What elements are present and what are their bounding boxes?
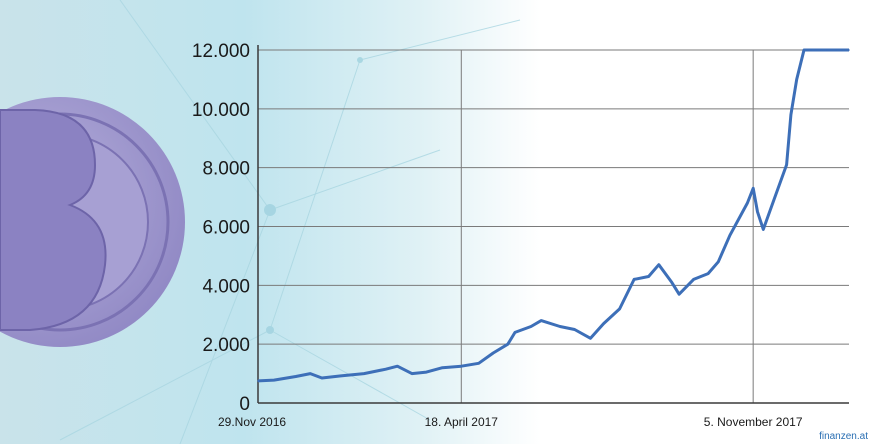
data-point [321,377,323,379]
data-point [848,49,850,51]
data-point [671,281,673,284]
bitcoin-icon [0,109,107,331]
data-point [273,379,275,381]
data-point [363,372,365,375]
data-point [762,228,765,231]
data-point [746,202,749,204]
data-point [774,196,776,198]
data-point [257,380,259,382]
data-point [411,372,413,375]
data-point [810,49,813,51]
data-point [309,372,312,375]
data-point [795,78,798,81]
data-point [835,49,837,51]
data-point [756,210,759,213]
data-point [826,49,829,51]
data-point [441,366,444,369]
data-point [840,49,843,51]
y-tick-label: 8.000 [202,159,250,180]
data-point [790,113,792,116]
data-point [647,275,650,278]
data-point [814,49,817,51]
data-point [294,375,297,378]
axes [257,45,849,404]
y-tick-label: 10.000 [192,100,250,121]
data-point [785,163,788,166]
data-point [514,331,516,334]
data-point [589,337,592,340]
x-tick-label: 29.Nov 2016 [218,415,286,429]
data-point [530,325,532,328]
data-point [425,371,428,373]
data-point [820,49,823,51]
data-point [492,352,495,354]
x-axis-ticks: 29.Nov 2016 18. April 2017 5. November 201… [218,415,803,429]
y-tick-label: 0 [239,394,250,415]
data-point [633,278,635,281]
source-credit: finanzen.at [819,431,868,442]
data-point [573,328,576,331]
data-point [692,278,695,281]
y-tick-label: 6.000 [202,218,250,239]
data-point [384,368,387,370]
y-tick-label: 12.000 [192,41,250,62]
data-point [707,272,709,275]
data-point [752,187,754,190]
data-point [540,319,542,322]
x-tick-label: 5. November 2017 [704,415,803,429]
data-point [678,293,680,295]
series-group [257,48,850,383]
data-point [618,308,621,310]
data-point [602,322,605,325]
grid-lines [258,49,849,403]
y-axis-ticks: 0 2.000 4.000 6.000 8.000 10.000 12.000 [192,41,250,415]
x-tick-label: 18. April 2017 [425,415,499,429]
data-point [803,49,805,51]
data-point [729,234,731,237]
data-point [559,325,561,328]
y-tick-label: 4.000 [202,276,250,297]
data-point [339,375,342,377]
data-point [460,365,463,368]
data-point [396,365,399,368]
data-point [506,343,509,345]
y-tick-label: 2.000 [202,335,250,356]
data-point [717,261,720,263]
data-point [657,263,660,266]
coin-illustration [0,97,185,347]
data-point [477,362,480,365]
